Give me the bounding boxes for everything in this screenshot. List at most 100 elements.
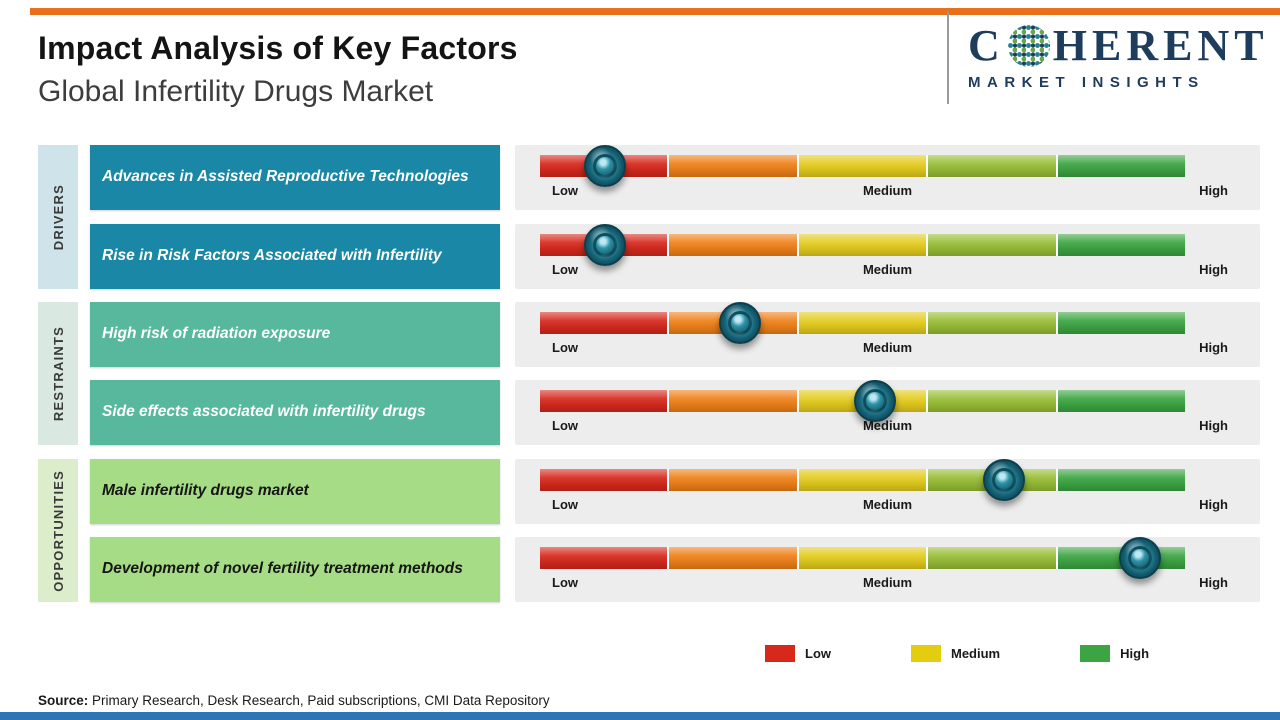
scale-label-low: Low <box>552 183 578 198</box>
bar-segment-yellowgreen <box>928 547 1057 569</box>
bar-segment-yellow <box>798 234 927 256</box>
legend: Low Medium High <box>765 645 1149 662</box>
logo-wordmark: C HERENT <box>968 21 1264 70</box>
bar-segment-yellow <box>798 469 927 491</box>
factor-text: Advances in Assisted Reproductive Techno… <box>102 168 469 186</box>
bar-segment-yellowgreen <box>928 312 1057 334</box>
impact-bar-panel: Low Medium High <box>515 537 1260 602</box>
factor-text: High risk of radiation exposure <box>102 325 331 343</box>
bar-segment-green <box>1057 234 1186 256</box>
bar-segment-yellowgreen <box>928 234 1057 256</box>
bar-segment-yellow <box>798 547 927 569</box>
factor-box-restraint-2: Side effects associated with infertility… <box>90 380 500 445</box>
factor-box-driver-2: Rise in Risk Factors Associated with Inf… <box>90 224 500 289</box>
group-strip-restraints: RESTRAINTS <box>38 302 78 445</box>
bar-segment-red <box>540 390 668 412</box>
bar-segment-red <box>540 312 668 334</box>
factor-text: Side effects associated with infertility… <box>102 403 426 421</box>
scale-label-high: High <box>1199 497 1228 512</box>
bar-segment-yellow <box>798 312 927 334</box>
scale-labels: Low Medium High <box>515 418 1260 438</box>
group-label-restraints: RESTRAINTS <box>50 325 66 422</box>
logo-globe-icon <box>1007 25 1050 67</box>
source-text: Primary Research, Desk Research, Paid su… <box>88 693 550 708</box>
scale-label-high: High <box>1199 418 1228 433</box>
bar-segment-green <box>1057 390 1186 412</box>
impact-slider-marker <box>1118 537 1161 579</box>
bar-segment-orange <box>669 234 798 256</box>
bar-segment-green <box>1057 469 1186 491</box>
factor-box-opportunity-2: Development of novel fertility treatment… <box>90 537 500 602</box>
impact-bar-panel: Low Medium High <box>515 224 1260 289</box>
impact-gradient-bar <box>540 537 1186 579</box>
impact-slider-marker <box>583 145 626 187</box>
scale-label-low: Low <box>552 262 578 277</box>
factor-box-opportunity-1: Male infertility drugs market <box>90 459 500 524</box>
logo-tagline: MARKET INSIGHTS <box>968 74 1205 91</box>
factor-text: Development of novel fertility treatment… <box>102 560 463 578</box>
impact-bar-panel: Low Medium High <box>515 145 1260 210</box>
impact-bar-panel: Low Medium High <box>515 380 1260 445</box>
scale-label-low: Low <box>552 418 578 433</box>
impact-slider-marker <box>854 380 897 422</box>
source-line: Source: Primary Research, Desk Research,… <box>38 693 550 708</box>
scale-label-low: Low <box>552 575 578 590</box>
scale-label-low: Low <box>552 340 578 355</box>
top-accent-bar <box>30 8 1280 15</box>
bar-segment-orange <box>669 547 798 569</box>
bar-segment-orange <box>669 390 798 412</box>
logo-letters-rest: HERENT <box>1052 21 1269 70</box>
bottom-accent-bar <box>0 712 1280 720</box>
company-logo: C HERENT MARKET INSIGHTS <box>968 21 1264 92</box>
page-title: Impact Analysis of Key Factors <box>38 30 518 66</box>
legend-swatch-high <box>1080 645 1111 662</box>
bar-segment-yellowgreen <box>928 390 1057 412</box>
factor-box-driver-1: Advances in Assisted Reproductive Techno… <box>90 145 500 210</box>
impact-gradient-bar <box>540 224 1186 266</box>
legend-label-medium: Medium <box>951 646 1001 661</box>
impact-gradient-bar <box>540 145 1186 187</box>
impact-slider-marker <box>583 224 626 266</box>
scale-label-high: High <box>1199 262 1228 277</box>
legend-item-high: High <box>1080 645 1149 662</box>
scale-label-medium: Medium <box>862 340 913 355</box>
group-label-opportunities: OPPORTUNITIES <box>50 469 66 592</box>
legend-item-medium: Medium <box>911 645 1000 662</box>
scale-labels: Low Medium High <box>515 497 1260 517</box>
bar-segment-orange <box>669 155 798 177</box>
header: Impact Analysis of Key Factors Global In… <box>38 30 518 109</box>
page-subtitle: Global Infertility Drugs Market <box>38 75 434 108</box>
impact-gradient-bar <box>540 459 1186 501</box>
legend-label-high: High <box>1120 646 1150 661</box>
bar-segment-yellow <box>798 155 927 177</box>
scale-labels: Low Medium High <box>515 262 1260 282</box>
impact-gradient-bar <box>540 302 1186 344</box>
scale-label-medium: Medium <box>862 575 913 590</box>
scale-label-high: High <box>1199 575 1228 590</box>
factor-text: Male infertility drugs market <box>102 482 309 500</box>
bar-segment-orange <box>669 469 798 491</box>
bar-segment-yellowgreen <box>928 155 1057 177</box>
bar-segment-green <box>1057 312 1186 334</box>
group-strip-drivers: DRIVERS <box>38 145 78 289</box>
impact-slider-marker <box>983 459 1026 501</box>
scale-label-high: High <box>1199 340 1228 355</box>
logo-divider <box>947 12 949 104</box>
legend-item-low: Low <box>765 645 831 662</box>
scale-label-medium: Medium <box>862 183 913 198</box>
impact-bar-panel: Low Medium High <box>515 302 1260 367</box>
scale-label-low: Low <box>552 497 578 512</box>
scale-labels: Low Medium High <box>515 340 1260 360</box>
scale-labels: Low Medium High <box>515 183 1260 203</box>
impact-gradient-bar <box>540 380 1186 422</box>
source-label: Source: <box>38 693 89 708</box>
legend-swatch-low <box>765 645 795 662</box>
scale-label-medium: Medium <box>862 262 913 277</box>
bar-segment-red <box>540 547 668 569</box>
scale-labels: Low Medium High <box>515 575 1260 595</box>
logo-letter-c: C <box>968 21 1005 70</box>
legend-label-low: Low <box>805 646 831 661</box>
scale-label-high: High <box>1199 183 1228 198</box>
bar-segment-green <box>1057 155 1186 177</box>
